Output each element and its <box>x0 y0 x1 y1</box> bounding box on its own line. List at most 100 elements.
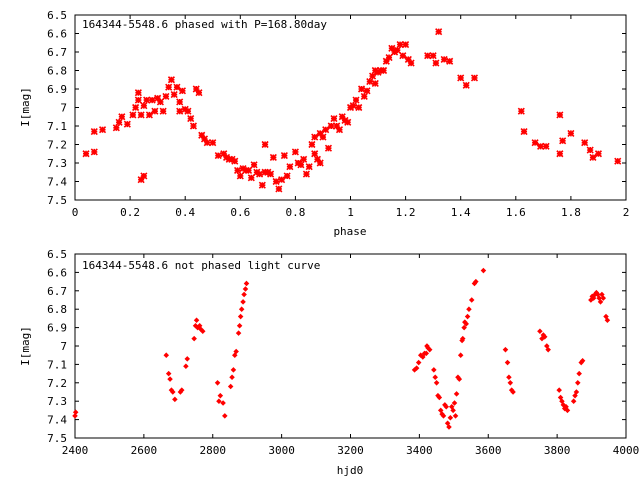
data-point <box>162 92 170 100</box>
data-point <box>187 115 195 123</box>
data-point <box>178 387 185 393</box>
data-point <box>570 398 577 404</box>
data-point <box>456 376 463 382</box>
data-point <box>573 389 580 395</box>
data-point <box>72 413 78 419</box>
data-point <box>241 291 247 298</box>
data-point <box>322 126 330 134</box>
data-point <box>399 52 407 60</box>
y-tick-label: 6.5 <box>47 248 67 261</box>
y-tick-label: 7.1 <box>47 358 67 371</box>
data-point <box>404 55 412 63</box>
data-point <box>156 98 164 106</box>
data-point <box>480 267 487 274</box>
data-point <box>200 135 209 143</box>
data-point <box>473 278 479 285</box>
data-point <box>462 81 470 89</box>
data-point <box>603 313 609 320</box>
data-point <box>302 170 310 178</box>
x-tick-label: 1 <box>347 206 354 219</box>
data-point <box>232 352 238 358</box>
data-point <box>537 328 543 335</box>
data-point <box>507 380 514 386</box>
data-point <box>198 131 206 139</box>
data-point <box>233 166 242 174</box>
data-point <box>297 161 305 169</box>
data-point <box>167 376 173 382</box>
data-point <box>544 343 550 349</box>
data-point <box>267 170 275 178</box>
data-point <box>542 142 550 150</box>
data-point <box>402 41 410 49</box>
data-point <box>280 152 288 160</box>
data-point <box>360 92 368 100</box>
y-axis-label: I[mag] <box>19 326 32 366</box>
data-point <box>137 176 145 184</box>
data-point <box>233 348 239 355</box>
data-point <box>440 55 448 63</box>
data-point <box>463 321 469 327</box>
x-tick-label: 2600 <box>131 444 158 457</box>
data-point <box>464 313 471 320</box>
axis-ticks <box>74 253 627 439</box>
data-point <box>324 144 333 152</box>
data-point <box>460 335 466 342</box>
data-point <box>237 313 244 320</box>
data-point <box>173 83 181 91</box>
data-point <box>227 383 234 390</box>
x-tick-label: 4000 <box>613 444 640 457</box>
data-point <box>184 107 192 115</box>
data-point <box>243 280 250 287</box>
data-point <box>235 330 242 336</box>
x-tick-label: 2800 <box>200 444 227 457</box>
data-point <box>82 150 90 158</box>
data-point <box>183 363 189 370</box>
data-point <box>415 359 422 366</box>
data-point <box>203 139 211 147</box>
data-point <box>556 111 564 119</box>
data-point <box>220 400 226 406</box>
data-point <box>559 398 565 404</box>
data-point <box>352 96 360 104</box>
data-point <box>319 133 327 141</box>
data-point <box>258 181 266 189</box>
data-point <box>214 152 222 160</box>
data-point <box>431 367 437 373</box>
data-point <box>470 74 479 82</box>
y-tick-label: 7 <box>60 102 67 115</box>
y-tick-label: 7.4 <box>47 414 67 427</box>
data-point <box>316 129 324 137</box>
data-point <box>313 155 322 163</box>
data-point <box>291 148 299 156</box>
data-point <box>357 85 366 93</box>
data-point <box>429 52 437 60</box>
data-point <box>272 177 280 186</box>
data-point <box>178 87 187 95</box>
data-point <box>446 424 452 430</box>
data-point <box>170 90 178 99</box>
data-point <box>199 328 206 335</box>
data-point <box>330 115 338 123</box>
x-tick-label: 3000 <box>268 444 295 457</box>
data-point <box>98 126 107 134</box>
data-point <box>308 140 316 149</box>
data-points <box>82 28 622 193</box>
data-point <box>90 127 98 136</box>
data-point <box>355 103 363 112</box>
y-tick-label: 6.9 <box>47 322 67 335</box>
data-point <box>193 317 200 324</box>
data-point <box>338 113 346 121</box>
y-tick-label: 7.5 <box>47 432 67 445</box>
x-tick-label: 0 <box>72 206 79 219</box>
data-point <box>447 414 454 421</box>
data-point <box>143 96 151 104</box>
data-point <box>468 297 475 303</box>
y-tick-label: 7.2 <box>47 139 67 152</box>
data-point <box>590 295 597 301</box>
y-tick-labels: 6.5 6.6 6.7 6.8 6.9 7 7.1 7.2 7.3 7.4 7.5 <box>47 248 67 445</box>
data-point <box>385 53 393 62</box>
data-point <box>311 133 319 141</box>
data-point <box>305 163 313 171</box>
data-point <box>541 334 548 340</box>
